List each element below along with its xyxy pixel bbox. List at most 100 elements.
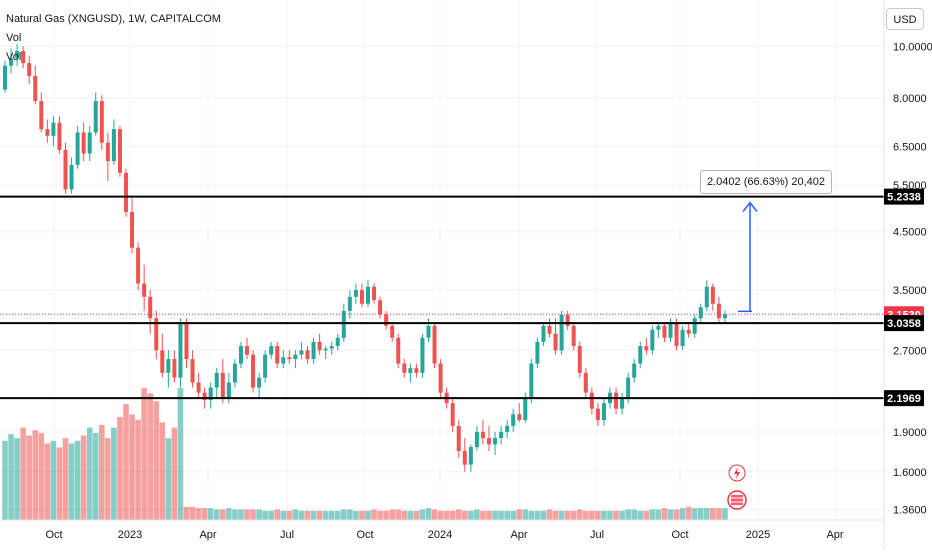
volume-bar [462, 510, 468, 520]
volume-bar [286, 510, 293, 520]
volume-bar [244, 509, 250, 520]
volume-bar [304, 510, 311, 520]
candle-body [601, 403, 606, 420]
volume-bar [74, 440, 81, 520]
volume-bar [431, 509, 438, 520]
horizontal-levels[interactable] [0, 195, 884, 400]
candle-body [541, 325, 546, 342]
candle-body [638, 346, 643, 364]
volume-bar [389, 509, 395, 520]
candle-body [620, 397, 625, 409]
candle-body [269, 346, 274, 355]
candle-body [208, 387, 213, 400]
candle-body [124, 172, 128, 212]
volume-bar [50, 440, 57, 520]
grid [0, 0, 884, 520]
candle-body [196, 382, 201, 393]
volume-bar [407, 510, 414, 520]
volume-bar [92, 432, 99, 520]
volume-bar [661, 508, 668, 520]
candle-body [462, 450, 467, 465]
volume-bar [226, 508, 232, 520]
candle-body [311, 341, 316, 360]
candle-body [353, 290, 358, 297]
candle-body [559, 314, 564, 351]
currency-button[interactable]: USD [886, 8, 924, 30]
candle-body [359, 290, 364, 304]
candle-body [656, 325, 661, 330]
candle-body [69, 164, 74, 190]
x-tick-label: Apr [199, 529, 216, 541]
volume-bar [498, 510, 504, 520]
candle-body [547, 325, 552, 334]
volume-bar [691, 508, 698, 520]
candle-body [51, 122, 56, 136]
candle-body [117, 129, 122, 173]
candle-body [420, 337, 425, 373]
candle-body [329, 346, 334, 349]
candle-body [63, 149, 68, 190]
volume-bar [201, 508, 208, 520]
candle-body [535, 341, 540, 364]
measure-arrow[interactable] [738, 201, 758, 313]
candle-body [142, 283, 147, 297]
event-icons[interactable] [727, 464, 747, 510]
candle-body [456, 425, 461, 451]
volume-bar [117, 417, 123, 520]
candle-body [111, 129, 116, 162]
volume-bar [679, 508, 686, 520]
candle-body [105, 142, 110, 162]
y-tick-label: 1.9000 [893, 427, 927, 439]
volume-bar [280, 510, 287, 520]
measure-label: 2.0402 (66.63%) 20,402 [700, 170, 833, 194]
volume-bar [183, 506, 190, 520]
candle-body [571, 325, 576, 347]
volume-bar [583, 510, 589, 520]
candle-body [33, 75, 38, 102]
candle-body [523, 397, 528, 420]
volume-bar [316, 510, 323, 520]
volume-bar [395, 509, 402, 520]
candle-body [220, 372, 225, 398]
candle-body [487, 438, 491, 445]
x-tick-label: Jul [590, 529, 604, 541]
candle-body [45, 129, 50, 136]
candle-body [505, 425, 510, 432]
x-tick-label: Apr [510, 529, 527, 541]
candle-body [226, 382, 231, 398]
volume-bar [268, 510, 274, 520]
candle-body [480, 431, 485, 439]
volume-bar [99, 424, 105, 520]
candles [3, 44, 727, 472]
candle-body [529, 363, 534, 398]
volume-bar [129, 414, 135, 520]
candle-body [474, 431, 479, 448]
volume-bar [105, 438, 111, 520]
volume-label-2: Vol [6, 51, 22, 63]
x-tick-label: Oct [671, 529, 688, 541]
candle-body [432, 325, 437, 364]
volume-bar [655, 509, 662, 520]
candle-body [589, 392, 594, 409]
candle-body [583, 372, 588, 393]
candle-body [426, 325, 431, 338]
volume-bar [576, 509, 583, 520]
volume-bar [480, 510, 486, 520]
volume-bar [32, 430, 39, 520]
candle-body [692, 318, 697, 334]
volume-bar [359, 510, 365, 520]
candle-body [722, 314, 727, 319]
volume-bar [207, 508, 214, 520]
candle-body [251, 354, 256, 388]
volume-bar [649, 509, 656, 520]
candle-body [408, 368, 413, 373]
candle-body [263, 354, 268, 378]
flag-icon-glyph [731, 495, 743, 505]
candle-body [632, 363, 637, 378]
candle-body [281, 357, 286, 364]
volume-bar [468, 510, 474, 520]
candle-body [305, 350, 310, 360]
volume-bar [492, 510, 498, 520]
